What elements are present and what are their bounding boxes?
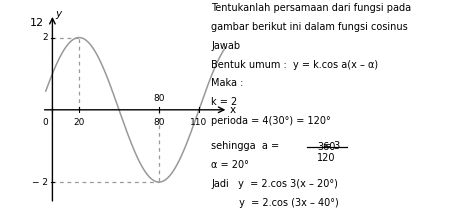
Text: Jawab: Jawab xyxy=(211,41,240,51)
Text: k = 2: k = 2 xyxy=(211,97,237,107)
Text: 20: 20 xyxy=(73,118,85,127)
Text: 80: 80 xyxy=(153,94,165,103)
Text: gambar berikut ini dalam fungsi cosinus: gambar berikut ini dalam fungsi cosinus xyxy=(211,22,408,32)
Text: x: x xyxy=(229,105,236,115)
Text: 110: 110 xyxy=(191,118,208,127)
Text: Maka :: Maka : xyxy=(211,78,244,88)
Text: 12: 12 xyxy=(30,18,44,28)
Text: 2: 2 xyxy=(43,33,48,42)
Text: α = 20°: α = 20° xyxy=(211,160,249,170)
Text: perioda = 4(30°) = 120°: perioda = 4(30°) = 120° xyxy=(211,116,331,126)
Text: 120: 120 xyxy=(318,153,336,163)
Text: y  = 2.cos (3x – 40°): y = 2.cos (3x – 40°) xyxy=(211,198,339,208)
Text: sehingga  a =              = 3: sehingga a = = 3 xyxy=(211,141,340,151)
Text: − 2: − 2 xyxy=(32,178,48,187)
Text: Jadi   y  = 2.cos 3(x – 20°): Jadi y = 2.cos 3(x – 20°) xyxy=(211,179,338,189)
Text: Bentuk umum :  y = k.cos a(x – α): Bentuk umum : y = k.cos a(x – α) xyxy=(211,60,378,70)
Text: 0: 0 xyxy=(43,118,48,127)
Text: Tentukanlah persamaan dari fungsi pada: Tentukanlah persamaan dari fungsi pada xyxy=(211,3,411,13)
Text: 80: 80 xyxy=(153,118,165,127)
Text: 360: 360 xyxy=(318,142,336,152)
Text: y: y xyxy=(55,9,61,19)
